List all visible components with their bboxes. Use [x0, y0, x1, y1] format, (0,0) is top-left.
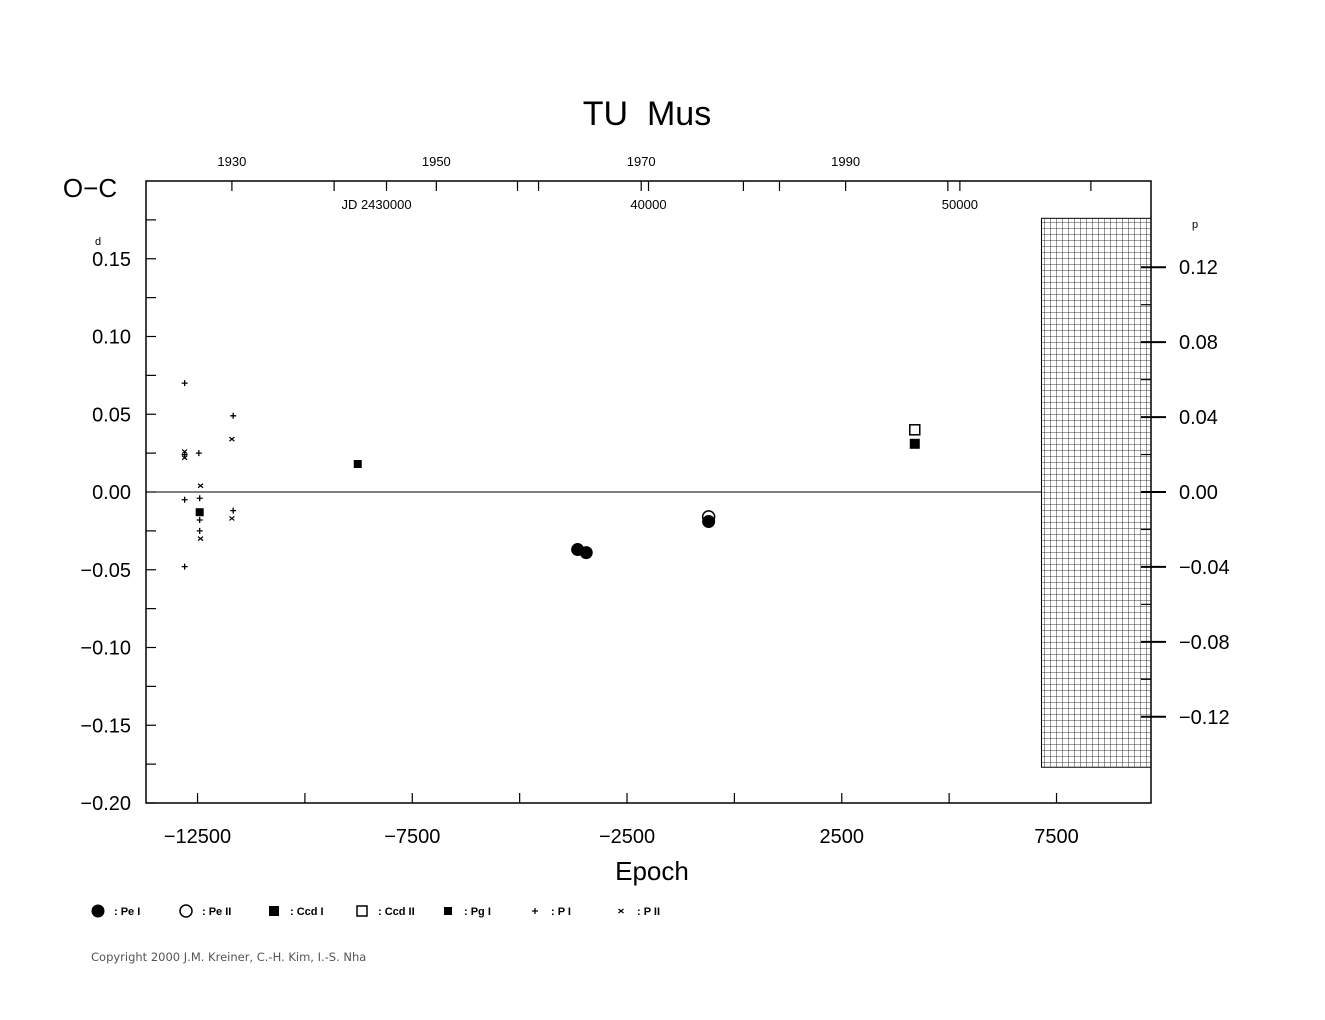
- hatched-region: [1040, 217, 1152, 768]
- right-y-tick-label: 0.12: [1179, 257, 1218, 279]
- data-point: [197, 536, 204, 542]
- data-point: [181, 563, 188, 570]
- legend-label: : Pe II: [202, 906, 231, 918]
- x-tick-label: 2500: [820, 826, 865, 848]
- data-point: [181, 451, 188, 458]
- right-y-tick-label: 0.08: [1179, 332, 1218, 354]
- right-y-tick-label: 0.00: [1179, 482, 1218, 504]
- legend-marker: [444, 907, 452, 915]
- top-jd-label: JD 2430000: [341, 197, 411, 212]
- y-tick-label: −0.15: [80, 715, 131, 737]
- data-point: [197, 483, 204, 489]
- data-point: [195, 508, 204, 517]
- legend-marker: [356, 905, 368, 917]
- data-point: [579, 546, 593, 560]
- x-tick-label: 7500: [1034, 826, 1079, 848]
- top-jd-label: 50000: [942, 197, 978, 212]
- legend-marker: [179, 904, 193, 918]
- y-tick-label: 0.05: [92, 404, 131, 426]
- data-point: [702, 515, 716, 529]
- top-year-label: 1930: [217, 154, 246, 169]
- y-tick-label: 0.00: [92, 482, 131, 504]
- data-point: [196, 495, 203, 502]
- x-tick-label: −12500: [164, 826, 231, 848]
- top-year-label: 1950: [422, 154, 451, 169]
- y-axis-label: O−C: [63, 173, 117, 203]
- data-point: [196, 516, 203, 523]
- legend-label: : Pg I: [464, 906, 491, 918]
- y-tick-label: −0.20: [80, 793, 131, 815]
- y-tick-label: 0.10: [92, 327, 131, 349]
- data-point: [229, 515, 235, 521]
- x-axis-label: Epoch: [615, 856, 689, 886]
- y-tick-label: −0.10: [80, 638, 131, 660]
- legend-marker: [269, 906, 279, 916]
- right-y-tick-label: 0.04: [1179, 407, 1218, 429]
- data-point: [195, 450, 202, 457]
- y-unit-left: d: [95, 236, 101, 248]
- y-unit-right: p: [1192, 219, 1198, 231]
- legend-label: : P I: [551, 906, 571, 918]
- data-point: [229, 436, 235, 442]
- data-point: [230, 412, 237, 419]
- legend-marker: [91, 904, 105, 918]
- legend-marker: [618, 908, 624, 914]
- data-point: [181, 449, 188, 455]
- legend-marker: [532, 908, 538, 914]
- data-point: [353, 460, 362, 469]
- top-jd-label: 40000: [630, 197, 666, 212]
- y-tick-label: 0.15: [92, 249, 131, 271]
- legend-label: : P II: [637, 906, 660, 918]
- chart-title: TU Mus: [583, 95, 711, 133]
- top-year-label: 1970: [627, 154, 656, 169]
- data-point: [196, 527, 203, 534]
- data-point: [230, 507, 237, 514]
- y-tick-label: −0.05: [80, 560, 131, 582]
- legend: : Pe I : Pe II : Ccd I : Ccd II : Pg I : P I:…: [90, 902, 730, 920]
- data-point: [181, 455, 188, 461]
- x-tick-label: −2500: [599, 826, 655, 848]
- x-tick-label: −7500: [384, 826, 440, 848]
- copyright-text: Copyright 2000 J.M. Kreiner, C.-H. Kim, …: [91, 950, 367, 964]
- data-point: [909, 438, 920, 449]
- data-point: [181, 380, 188, 387]
- right-y-tick-label: −0.04: [1179, 557, 1230, 579]
- data-point: [181, 496, 188, 503]
- data-point: [701, 510, 716, 524]
- right-y-tick-label: −0.12: [1179, 707, 1230, 729]
- top-year-label: 1990: [831, 154, 860, 169]
- legend-label: : Ccd I: [290, 906, 324, 918]
- legend-label: : Pe I: [114, 906, 140, 918]
- right-y-tick-label: −0.08: [1179, 632, 1230, 654]
- legend-label: : Ccd II: [378, 906, 415, 918]
- data-point: [909, 424, 921, 436]
